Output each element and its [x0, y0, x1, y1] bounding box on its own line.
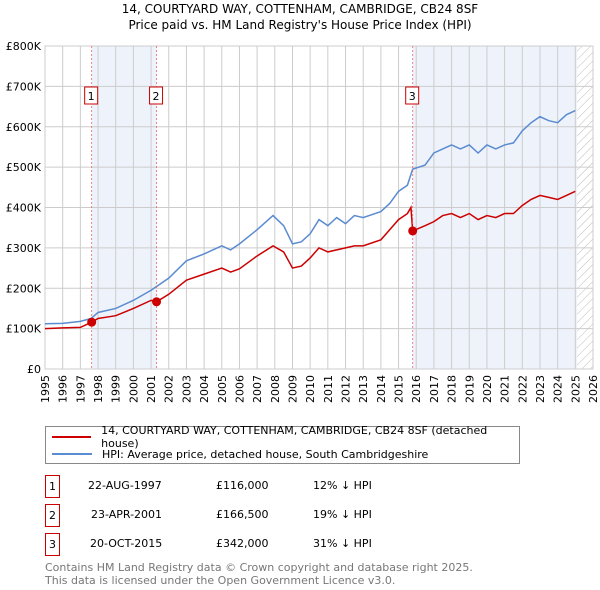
sale-number: 2: [45, 504, 60, 527]
x-tick-label: 2014: [375, 375, 388, 403]
sale-number: 3: [45, 533, 60, 556]
x-tick-label: 2023: [534, 375, 547, 403]
x-tick-label: 1996: [57, 375, 70, 403]
x-tick-label: 2005: [216, 375, 229, 403]
y-tick-label: £200K: [6, 282, 42, 295]
sale-label-box: [405, 86, 420, 105]
y-tick-label: £500K: [6, 161, 42, 174]
series-line-property: [44, 190, 576, 330]
legend-item-hpi: HPI: Average price, detached house, Sout…: [52, 446, 428, 462]
sale-price: £116,000: [216, 479, 269, 492]
x-tick-label: 2003: [180, 375, 193, 403]
x-tick-label: 2024: [552, 375, 565, 403]
sale-hpi-diff: 31% ↓ HPI: [313, 537, 372, 550]
y-tick-label: £400K: [6, 202, 42, 215]
sale-label: 1: [88, 90, 95, 103]
x-tick-label: 2026: [587, 375, 600, 403]
x-tick-label: 1995: [39, 375, 52, 403]
x-tick-label: 2020: [481, 375, 494, 403]
x-tick-label: 2004: [198, 375, 211, 403]
footer-line1: Contains HM Land Registry data © Crown c…: [45, 561, 473, 574]
x-tick-label: 2008: [269, 375, 282, 403]
x-tick-label: 2025: [569, 375, 582, 403]
y-tick-label: £700K: [6, 80, 42, 93]
chart-title: 14, COURTYARD WAY, COTTENHAM, CAMBRIDGE,…: [122, 2, 479, 16]
x-tick-label: 2006: [233, 375, 246, 403]
sale-label: 2: [153, 90, 160, 103]
footer-line2: This data is licensed under the Open Gov…: [45, 574, 396, 587]
sale-price: £342,000: [216, 537, 269, 550]
plot-frame: [44, 45, 594, 370]
x-tick-label: 2012: [340, 375, 353, 403]
chart-subtitle: Price paid vs. HM Land Registry's House …: [128, 18, 471, 32]
y-tick-label: £100K: [6, 323, 42, 336]
series-line-hpi: [44, 109, 576, 325]
chart-legend: 14, COURTYARD WAY, COTTENHAM, CAMBRIDGE,…: [45, 424, 520, 464]
x-tick-label: 2011: [322, 375, 335, 403]
price-chart: 14, COURTYARD WAY, COTTENHAM, CAMBRIDGE,…: [6, 2, 600, 403]
sale-date: 20-OCT-2015: [90, 537, 163, 550]
x-tick-label: 2016: [410, 375, 423, 403]
footer: Contains HM Land Registry data © Crown c…: [45, 561, 473, 587]
x-tick-label: 2010: [304, 375, 317, 403]
x-tick-label: 2009: [286, 375, 299, 403]
sale-number: 1: [45, 475, 60, 498]
y-tick-label: £600K: [6, 121, 42, 134]
x-tick-label: 1997: [74, 375, 87, 403]
x-tick-label: 2021: [499, 375, 512, 403]
x-tick-label: 2007: [251, 375, 264, 403]
legend-swatch-red: [52, 436, 92, 438]
x-tick-label: 2018: [446, 375, 459, 403]
x-tick-label: 2022: [516, 375, 529, 403]
legend-item-property: 14, COURTYARD WAY, COTTENHAM, CAMBRIDGE,…: [52, 424, 519, 450]
x-tick-label: 2019: [463, 375, 476, 403]
sale-hpi-diff: 19% ↓ HPI: [313, 508, 372, 521]
x-tick-label: 2001: [145, 375, 158, 403]
x-tick-label: 2013: [357, 375, 370, 403]
y-tick-label: £300K: [6, 242, 42, 255]
y-tick-label: £800K: [6, 40, 42, 53]
x-tick-label: 2015: [393, 375, 406, 403]
sale-label-box: [84, 86, 99, 105]
x-tick-label: 2017: [428, 375, 441, 403]
sale-date: 23-APR-2001: [91, 508, 163, 521]
x-tick-label: 2002: [163, 375, 176, 403]
sale-point: [408, 226, 418, 236]
sale-label: 3: [409, 90, 416, 103]
sale-point: [152, 297, 162, 307]
legend-label: HPI: Average price, detached house, Sout…: [102, 447, 429, 461]
x-tick-label: 2000: [127, 375, 140, 403]
sale-hpi-diff: 12% ↓ HPI: [313, 479, 372, 492]
legend-label: 14, COURTYARD WAY, COTTENHAM, CAMBRIDGE,…: [101, 424, 488, 450]
x-tick-label: 1999: [110, 375, 123, 403]
sale-date: 22-AUG-1997: [88, 479, 162, 492]
y-tick-label: £0: [27, 363, 41, 376]
sale-label-box: [149, 86, 164, 105]
legend-swatch-blue: [52, 453, 92, 455]
sale-price: £166,500: [216, 508, 269, 521]
sale-point: [87, 317, 97, 327]
x-tick-label: 1998: [92, 375, 105, 403]
